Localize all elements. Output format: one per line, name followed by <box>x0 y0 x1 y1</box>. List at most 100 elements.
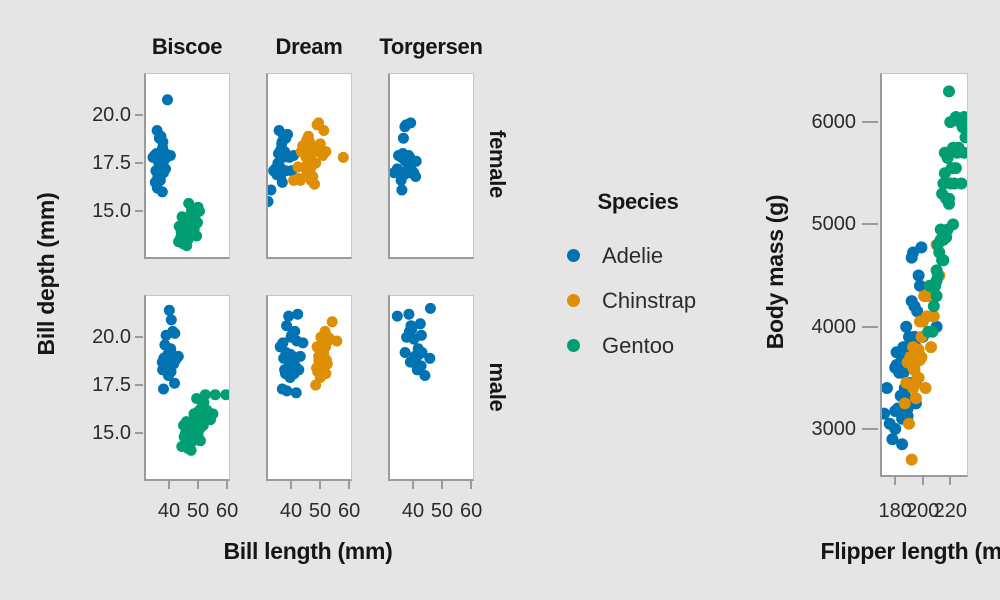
adelie-dot-icon <box>567 249 580 262</box>
data-point-adelie <box>414 318 426 330</box>
data-point-adelie <box>158 383 169 395</box>
x-tick-mark <box>411 481 414 489</box>
x-tick-mark <box>949 477 952 485</box>
data-point-adelie <box>900 320 913 333</box>
data-point-adelie <box>424 302 436 314</box>
x-tick-label: 50 <box>186 500 210 522</box>
x-tick-label: 220 <box>933 500 968 522</box>
data-point-adelie <box>883 417 896 430</box>
data-point-adelie <box>165 314 177 326</box>
facet-col-title-biscoe: Biscoe <box>151 34 223 59</box>
x-tick-mark <box>441 481 444 489</box>
x-tick-label: 40 <box>279 500 303 522</box>
data-point-adelie <box>395 151 407 163</box>
x-tick-label: 180 <box>878 500 912 522</box>
x-tick-mark <box>319 481 322 489</box>
data-point-chinstrap <box>898 397 911 410</box>
legend-label: Adelie <box>602 243 664 268</box>
scatter-points-layer <box>147 94 205 252</box>
x-axis-label-flipper-length: Flipper length (mm) <box>820 538 1000 564</box>
x-tick-label: 50 <box>308 500 332 522</box>
data-point-chinstrap <box>919 382 932 394</box>
data-point-adelie <box>273 125 285 136</box>
data-point-adelie <box>419 370 431 381</box>
facet-col-title-dream: Dream <box>275 34 343 59</box>
facet-row-label-male: male <box>485 362 510 412</box>
data-point-adelie <box>290 387 302 399</box>
data-point-gentoo <box>938 167 951 180</box>
data-point-chinstrap <box>901 356 914 369</box>
data-point-adelie <box>294 350 306 362</box>
data-point-gentoo <box>207 408 219 420</box>
data-point-adelie <box>905 295 918 308</box>
data-point-gentoo <box>183 220 195 232</box>
data-point-gentoo <box>922 325 935 338</box>
data-point-gentoo <box>934 223 947 236</box>
data-point-adelie <box>416 347 428 358</box>
data-point-adelie <box>405 117 417 129</box>
data-point-adelie <box>886 433 899 446</box>
data-point-gentoo <box>943 192 955 205</box>
data-point-adelie <box>283 310 295 322</box>
legend-label: Gentoo <box>602 333 675 358</box>
data-point-chinstrap <box>337 151 349 163</box>
data-point-gentoo <box>933 246 946 259</box>
y-tick-label: 3000 <box>811 417 857 440</box>
y-tick-label: 5000 <box>811 213 857 236</box>
data-point-gentoo <box>199 389 211 401</box>
data-point-adelie <box>410 155 422 167</box>
data-point-adelie <box>282 128 293 140</box>
x-tick-mark <box>167 481 170 489</box>
data-point-adelie <box>411 364 423 376</box>
y-tick-mark <box>135 384 143 387</box>
data-point-chinstrap <box>925 341 937 354</box>
data-point-adelie <box>912 269 925 282</box>
data-point-adelie <box>397 132 409 144</box>
data-point-gentoo <box>927 300 940 313</box>
y-tick-mark <box>135 114 143 117</box>
y-tick-label: 15.0 <box>92 200 131 223</box>
data-point-adelie <box>157 136 169 148</box>
data-point-adelie <box>896 438 909 451</box>
data-point-adelie <box>292 308 304 320</box>
scatter-points-layer <box>156 304 230 456</box>
data-point-adelie <box>297 337 309 349</box>
data-point-chinstrap <box>927 310 940 323</box>
data-point-chinstrap <box>320 146 332 158</box>
data-point-gentoo <box>943 85 955 98</box>
data-point-gentoo <box>930 264 943 277</box>
data-point-chinstrap <box>309 178 320 190</box>
data-point-adelie <box>403 308 415 320</box>
facet-col-title-torgersen: Torgersen <box>379 34 483 59</box>
data-point-gentoo <box>944 177 957 190</box>
data-point-adelie <box>880 382 893 394</box>
y-tick-mark <box>135 432 143 435</box>
data-point-adelie <box>164 362 176 374</box>
scatter-points-layer <box>274 308 343 399</box>
plot-panel <box>388 73 474 259</box>
data-point-adelie <box>880 407 891 420</box>
x-tick-mark <box>894 477 897 485</box>
data-point-chinstrap <box>321 358 333 370</box>
y-tick-label: 20.0 <box>92 326 131 349</box>
data-point-adelie <box>406 324 418 335</box>
data-point-adelie <box>164 150 176 161</box>
data-point-adelie <box>266 196 274 207</box>
data-point-adelie <box>281 320 293 332</box>
data-point-chinstrap <box>320 368 332 380</box>
gentoo-dot-icon <box>567 339 580 352</box>
data-point-chinstrap <box>903 417 915 430</box>
data-point-gentoo <box>927 282 940 295</box>
data-point-adelie <box>284 348 296 360</box>
x-tick-label: 60 <box>459 500 483 522</box>
x-tick-label: 200 <box>906 500 940 522</box>
x-axis-label-bill-length: Bill length (mm) <box>223 538 393 564</box>
data-point-adelie <box>289 325 301 337</box>
data-point-chinstrap <box>326 316 338 328</box>
data-point-adelie <box>286 362 298 374</box>
data-point-chinstrap <box>318 125 330 136</box>
data-point-gentoo <box>209 389 221 401</box>
y-tick-label: 15.0 <box>92 422 131 445</box>
data-point-gentoo <box>194 205 205 217</box>
data-point-adelie <box>147 151 159 163</box>
